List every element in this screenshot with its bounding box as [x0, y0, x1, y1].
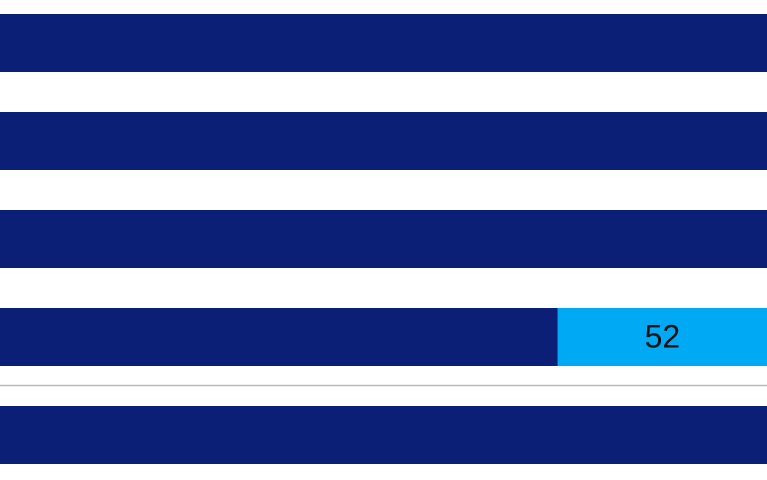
- bar-segment: [0, 308, 558, 366]
- value-label: 52: [645, 318, 681, 354]
- bar-segment: [0, 406, 767, 464]
- bar-segment: [557, 308, 767, 366]
- bar-segment: [0, 210, 767, 268]
- bar-segment: [0, 112, 767, 170]
- bar-segment: [0, 14, 767, 72]
